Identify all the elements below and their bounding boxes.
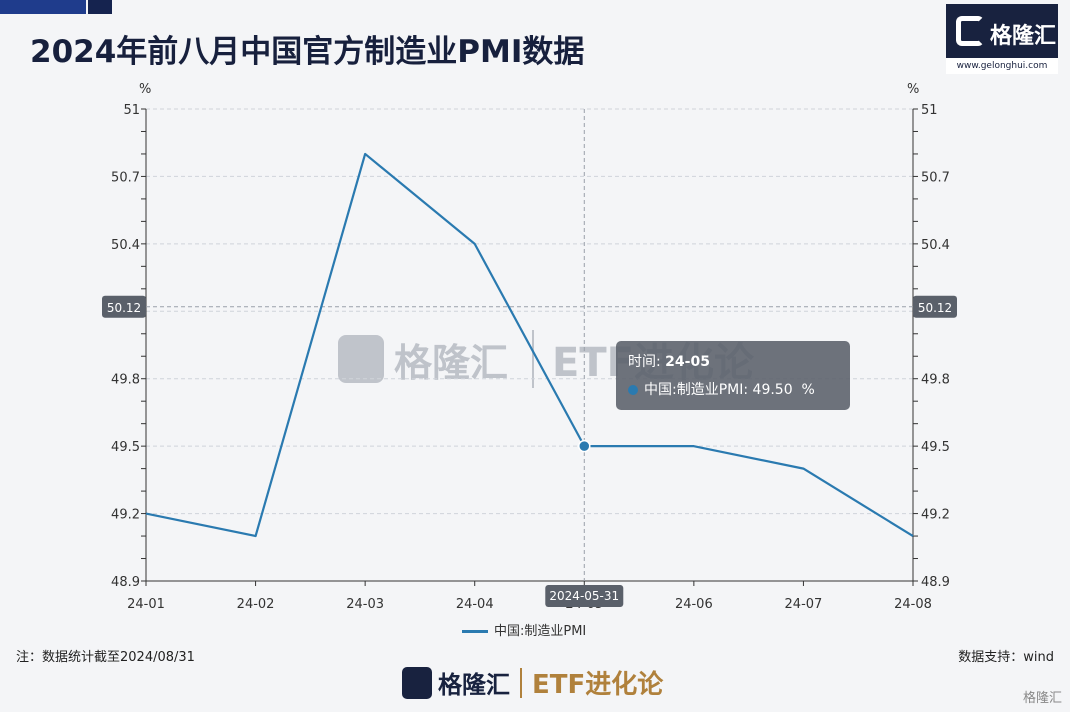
chart-tooltip: 时间: 24-05 中国:制造业PMI: 49.50 %: [616, 341, 850, 410]
page-title: 2024年前八月中国官方制造业PMI数据: [30, 34, 585, 70]
tooltip-unit: %: [801, 382, 815, 398]
crosshair-y-label-right: 50.12: [918, 301, 952, 315]
footer-brand: 格隆汇 ETF进化论: [402, 664, 663, 701]
x-tick-label: 24-01: [127, 597, 165, 612]
y-tick-left-label: 48.9: [111, 575, 140, 590]
crosshair-x-label-box: [545, 585, 624, 607]
x-tick-label: 24-03: [346, 597, 384, 612]
y-tick-right-label: 51: [921, 103, 938, 118]
x-tick-label: 24-06: [675, 597, 713, 612]
y-tick-right-label: 48.9: [921, 575, 950, 590]
x-tick-label: 24-04: [456, 597, 494, 612]
y-tick-right-label: 49.2: [921, 508, 950, 523]
watermark-brand: 格隆汇: [394, 340, 509, 385]
brand-logo: 格隆汇 www.gelonghui.com: [946, 4, 1058, 74]
crosshair-x-label: 2024-05-31: [549, 589, 619, 603]
y-tick-left-label: 50.4: [111, 238, 140, 253]
x-tick-label: 24-07: [785, 597, 823, 612]
y-tick-left-label: 49.5: [111, 440, 140, 455]
series-lines: [145, 152, 914, 538]
logo-brand-text: 格隆汇: [990, 24, 1057, 49]
data-point: [578, 439, 591, 453]
crosshair: 50.12 50.12 2024-05-31: [102, 109, 957, 607]
data-note: 注：数据统计截至2024/08/31: [16, 650, 195, 665]
y-axis-left-unit: %: [139, 82, 151, 97]
footer-etf-text: ETF进化论: [532, 670, 664, 700]
y-axis-right-unit: %: [907, 82, 919, 97]
gelonghui-logo-icon: [956, 16, 984, 46]
watermark-logo-icon: [338, 335, 384, 383]
tick-labels: 48.948.949.249.249.549.549.849.850.150.1…: [111, 103, 950, 612]
series-points: [145, 153, 914, 537]
corner-watermark: 格隆汇: [1022, 691, 1062, 706]
legend-series-name: 中国:制造业PMI: [494, 624, 587, 639]
top-accent-bar: [0, 0, 112, 14]
x-tick-label: 24-08: [894, 597, 932, 612]
crosshair-y-label-left-box: [102, 295, 146, 318]
tooltip-series-label: 中国:制造业PMI:: [644, 382, 749, 398]
crosshair-y-label-right-box: [913, 295, 957, 318]
footer-brand-text: 格隆汇: [438, 671, 510, 699]
y-tick-left-label: 49.2: [111, 508, 140, 523]
y-tick-left-label: 50.7: [111, 170, 140, 185]
legend-swatch-icon: [462, 630, 488, 633]
y-tick-right-label: 49.5: [921, 440, 950, 455]
chart-legend[interactable]: 中国:制造业PMI: [462, 620, 586, 639]
x-tick-label: 24-02: [237, 597, 275, 612]
y-tick-left-label: 51: [123, 103, 140, 118]
tooltip-series-dot-icon: [628, 385, 638, 395]
tooltip-time-value: 24-05: [665, 354, 710, 370]
footer-divider: [520, 667, 522, 698]
axes: [141, 108, 918, 586]
y-tick-left-label: 49.8: [111, 373, 140, 388]
tooltip-time-label: 时间:: [628, 354, 661, 370]
y-tick-right-label: 50.7: [921, 170, 950, 185]
tooltip-value: 49.50: [752, 382, 793, 398]
series-line-pmi: [145, 152, 914, 538]
crosshair-y-label-left: 50.12: [107, 301, 141, 315]
logo-url: www.gelonghui.com: [946, 58, 1058, 74]
footer-logo-icon: [402, 666, 432, 699]
y-tick-right-label: 50.4: [921, 238, 950, 253]
grid-lines: [146, 108, 913, 515]
data-source: 数据支持：wind: [958, 650, 1054, 665]
y-tick-right-label: 49.8: [921, 373, 950, 388]
